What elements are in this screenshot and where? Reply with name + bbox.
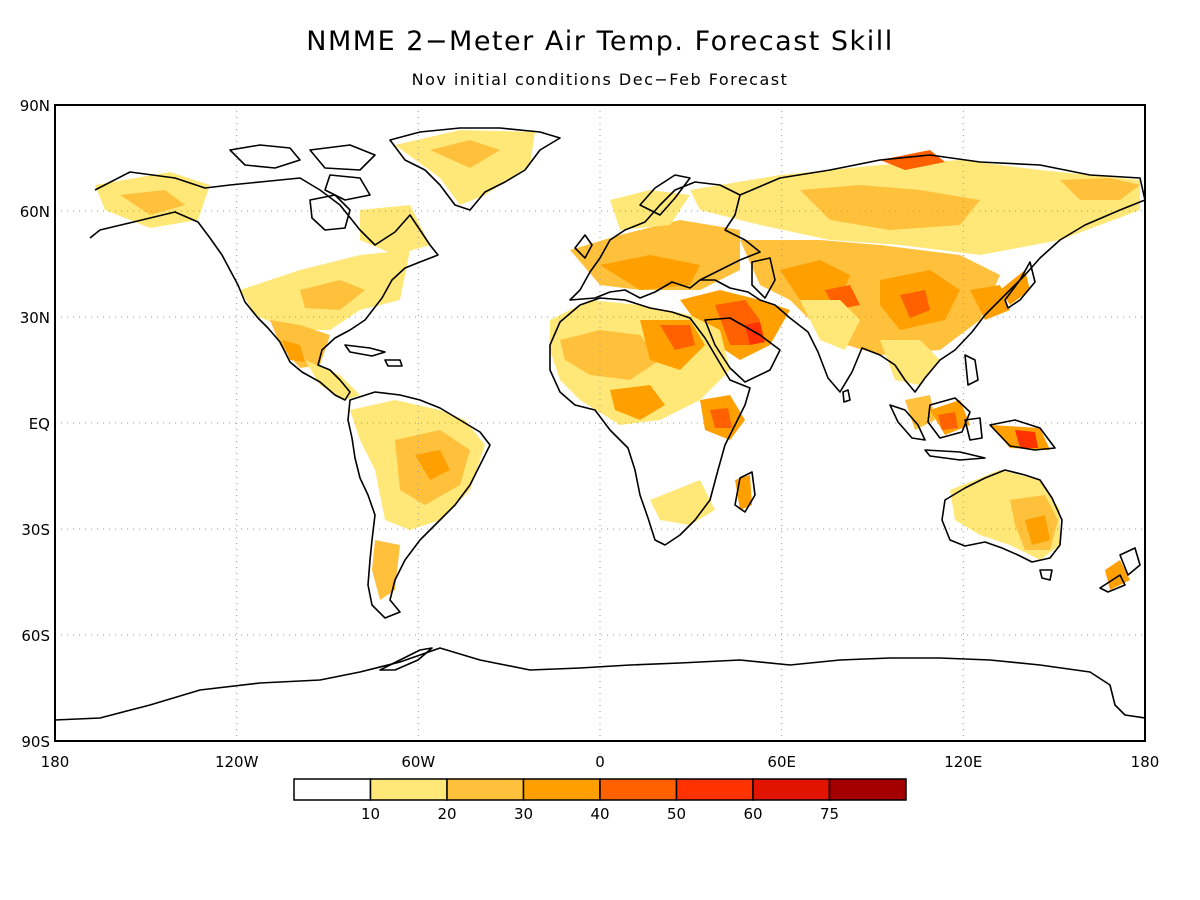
lat-label: 30S xyxy=(21,521,50,539)
colorbar-label: 10 xyxy=(361,805,380,823)
colorbar-swatch xyxy=(828,778,907,801)
lat-label: 90S xyxy=(21,733,50,751)
lon-label: 60W xyxy=(401,753,435,771)
colorbar-label: 50 xyxy=(667,805,686,823)
longitude-labels: 180 120W 60W 0 60E 120E 180 xyxy=(41,753,1160,771)
lon-label: 180 xyxy=(1131,753,1160,771)
colorbar-swatch xyxy=(675,778,754,801)
colorbar-swatch xyxy=(752,778,831,801)
skill-shading xyxy=(95,130,1140,600)
map-frame xyxy=(54,104,1146,742)
lon-label: 120W xyxy=(215,753,259,771)
map-subtitle: Nov initial conditions Dec−Feb Forecast xyxy=(411,70,789,89)
map-grid xyxy=(55,105,1145,741)
map-title: NMME 2−Meter Air Temp. Forecast Skill xyxy=(306,26,894,57)
colorbar: 10 20 30 40 50 60 75 xyxy=(293,778,907,823)
lat-label: 30N xyxy=(20,309,50,327)
colorbar-label: 75 xyxy=(820,805,839,823)
lat-label: 60N xyxy=(20,203,50,221)
lon-label: 60E xyxy=(767,753,796,771)
lon-label: 120E xyxy=(944,753,982,771)
lat-label: 60S xyxy=(21,627,50,645)
lat-label: 90N xyxy=(20,97,50,115)
coastlines xyxy=(55,127,1145,721)
colorbar-label: 20 xyxy=(437,805,456,823)
colorbar-label: 60 xyxy=(743,805,762,823)
lat-label: EQ xyxy=(29,415,50,433)
colorbar-swatch xyxy=(293,778,372,801)
colorbar-swatch xyxy=(369,778,448,801)
colorbar-swatch xyxy=(522,778,601,801)
colorbar-label: 30 xyxy=(514,805,533,823)
latitude-labels: 90N 60N 30N EQ 30S 60S 90S xyxy=(20,97,50,751)
colorbar-swatch xyxy=(446,778,525,801)
colorbar-swatch xyxy=(599,778,678,801)
colorbar-label: 40 xyxy=(590,805,609,823)
lon-label: 0 xyxy=(595,753,605,771)
lon-label: 180 xyxy=(41,753,70,771)
